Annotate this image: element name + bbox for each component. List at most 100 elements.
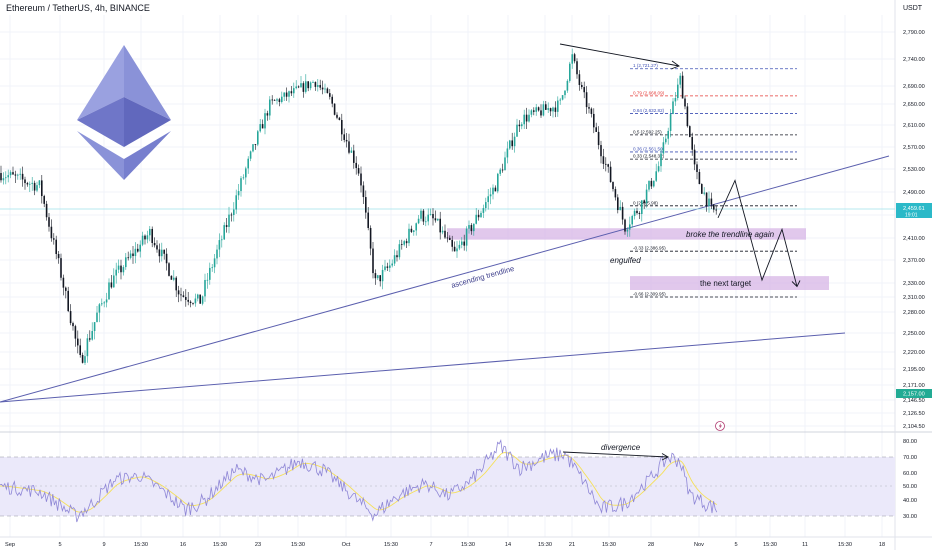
candle-body <box>269 99 271 116</box>
candle-body <box>240 178 242 192</box>
candle-body <box>221 239 223 241</box>
candle-body <box>17 174 19 176</box>
candle-body <box>453 246 456 252</box>
candle-body <box>506 148 509 158</box>
candle-body <box>432 213 434 219</box>
candle-body <box>621 206 624 220</box>
label-next-target: the next target <box>700 279 752 288</box>
candle-body <box>547 108 549 110</box>
time-tick-label-17: Nov <box>694 542 704 548</box>
candle-body <box>509 140 511 149</box>
candle-body <box>84 356 86 363</box>
candle-body <box>218 240 221 250</box>
candle-body <box>101 303 103 305</box>
label-engulfed: engulfed <box>610 256 641 265</box>
candle-body <box>698 171 701 185</box>
candle-body <box>314 82 317 87</box>
candle-body <box>362 185 365 198</box>
price-tick-label-9: 2,410.00 <box>903 236 925 242</box>
ethereum-logo <box>77 45 171 180</box>
candle-body <box>199 294 201 304</box>
candle-body <box>185 297 187 300</box>
candle-body <box>458 244 461 249</box>
candle-body <box>223 225 225 240</box>
candle-body <box>405 241 408 244</box>
candle-body <box>566 80 569 91</box>
candle-body <box>626 229 629 232</box>
candle-body <box>422 210 425 222</box>
currency-label[interactable]: USDT <box>903 5 923 12</box>
candle-body <box>326 88 329 94</box>
candle-body <box>480 212 482 218</box>
candle-body <box>401 244 403 246</box>
candle-body <box>305 81 307 92</box>
candle-body <box>177 290 180 295</box>
candle-body <box>324 88 326 90</box>
candle-body <box>230 214 233 216</box>
zone-0 <box>447 228 806 240</box>
candle-body <box>43 196 45 204</box>
candle-body <box>336 114 338 118</box>
candle-body <box>446 237 449 239</box>
price-axis[interactable]: 2,790.00 2,740.00 2,690.00 2,650.00 2,610.00… <box>896 30 932 520</box>
candle-body <box>14 174 17 176</box>
low-price-value: 2,157.00 <box>903 392 925 398</box>
price-tick-label-7: 2,490.00 <box>903 190 925 196</box>
time-axis[interactable]: Sep 5 9 15:30 16 15:30 23 15:30 Oct 15:30 7 15:30 14… <box>0 536 932 548</box>
candle-body <box>341 120 343 135</box>
candle-body <box>271 99 273 101</box>
price-tick-label-20: 2,104.50 <box>903 424 925 430</box>
rsi-ma-line <box>0 452 718 513</box>
candle-body <box>689 126 691 138</box>
candle-body <box>669 114 672 131</box>
candle-body <box>355 162 357 169</box>
candle-body <box>2 178 5 181</box>
trendlines <box>0 155 895 403</box>
candle-body <box>77 338 79 346</box>
candle-body <box>521 124 523 127</box>
candle-body <box>295 86 297 89</box>
candle-body <box>617 197 619 211</box>
candle-body <box>377 275 379 279</box>
price-tick-label-12: 2,310.00 <box>903 295 925 301</box>
candle-body <box>117 265 120 270</box>
candle-body <box>583 87 585 93</box>
candle-body <box>110 282 113 288</box>
fib-level-label-6: 0 (2,465.98) <box>633 200 658 205</box>
fib-level-label-5: 0.33 (2,548.32) <box>633 154 665 159</box>
candle-body <box>173 277 175 280</box>
price-tick-label-14: 2,250.00 <box>903 331 925 337</box>
candle-body <box>86 338 89 357</box>
logo-facet-left <box>77 45 124 120</box>
candle-body <box>470 225 473 232</box>
candle-body <box>108 282 110 300</box>
candle-body <box>381 269 384 282</box>
candle-body <box>211 267 213 269</box>
candle-body <box>437 218 439 221</box>
candle-body <box>288 91 290 97</box>
time-tick-label-12: 14 <box>505 542 511 548</box>
candle-body <box>686 106 689 127</box>
candle-body <box>50 226 53 239</box>
candle-body <box>129 253 132 258</box>
candle-body <box>237 191 240 196</box>
price-tick-label-5: 2,570.00 <box>903 145 925 151</box>
candle-body <box>461 241 463 245</box>
candle-body <box>408 228 410 244</box>
rsi-line <box>0 438 718 523</box>
candle-body <box>261 124 264 129</box>
price-tick-label-18: 2,146.50 <box>903 398 925 404</box>
candle-body <box>641 200 643 214</box>
candle-body <box>67 290 69 312</box>
price-tick-label-2: 2,690.00 <box>903 84 925 90</box>
candle-body <box>391 263 393 266</box>
candle-body <box>91 331 93 340</box>
candle-body <box>645 189 648 204</box>
candle-body <box>192 303 194 304</box>
candle-body <box>629 224 631 230</box>
candle-body <box>691 137 693 150</box>
price-tick-label-3: 2,650.00 <box>903 102 925 108</box>
candle-body <box>624 219 626 232</box>
label-divergence: divergence <box>601 443 641 452</box>
